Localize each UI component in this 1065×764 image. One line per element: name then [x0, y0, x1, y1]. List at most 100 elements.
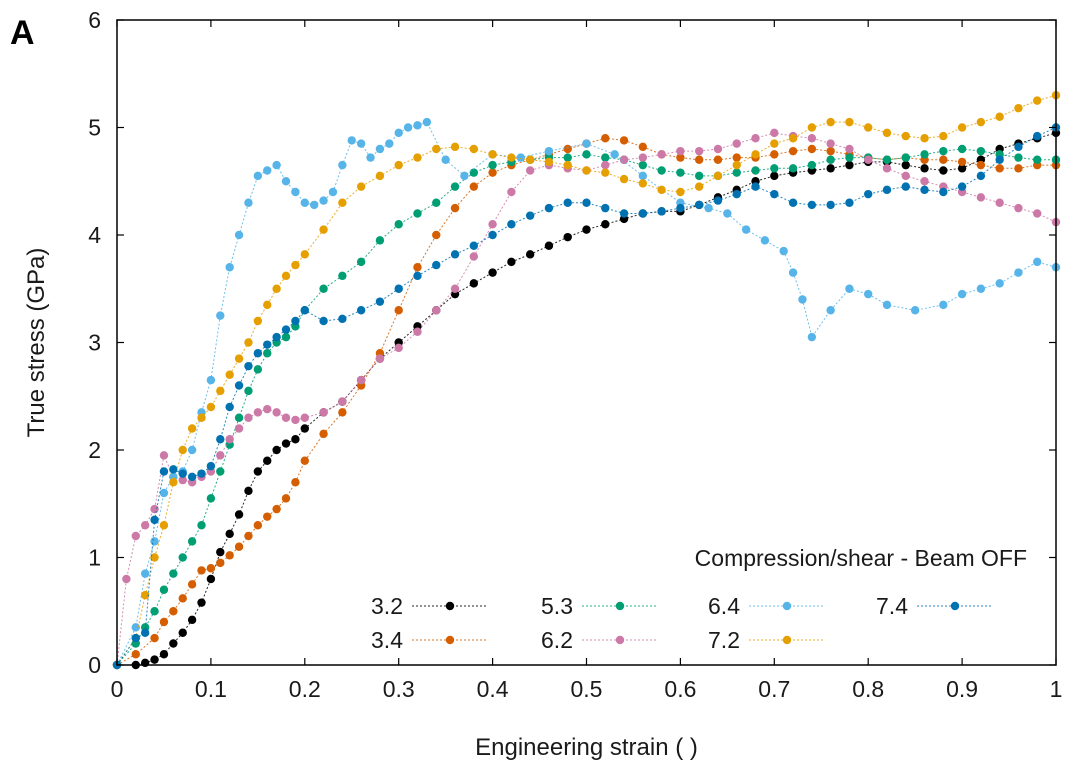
- data-point: [272, 504, 281, 514]
- data-point: [281, 177, 291, 186]
- legend-swatch-point: [950, 601, 960, 611]
- data-point: [976, 146, 986, 156]
- legend-item-7.2: 7.2: [708, 627, 825, 653]
- data-point: [657, 185, 666, 195]
- data-point: [826, 164, 835, 173]
- data-point: [300, 250, 309, 259]
- data-point: [901, 160, 910, 170]
- data-point: [253, 521, 263, 530]
- data-point: [403, 123, 413, 132]
- data-point: [432, 306, 441, 315]
- data-point: [1033, 257, 1042, 267]
- data-point: [197, 598, 206, 607]
- legend-label: 5.3: [541, 593, 573, 619]
- series-line: [116, 137, 1056, 666]
- data-point: [159, 650, 169, 659]
- data-point: [732, 168, 741, 177]
- data-point: [234, 413, 244, 422]
- data-point: [197, 413, 206, 422]
- data-point: [206, 574, 216, 584]
- data-point: [187, 537, 197, 546]
- data-point: [272, 445, 281, 455]
- data-point: [507, 153, 516, 162]
- data-point: [253, 467, 263, 476]
- data-point: [253, 316, 263, 326]
- data-point: [178, 553, 187, 562]
- data-point: [225, 370, 234, 379]
- data-point: [582, 139, 591, 148]
- data-point: [450, 182, 460, 191]
- data-point: [469, 144, 479, 154]
- data-point: [394, 128, 403, 138]
- data-point: [638, 142, 648, 152]
- data-point: [234, 510, 244, 519]
- data-point: [469, 182, 479, 191]
- data-point: [939, 146, 948, 156]
- x-tick-label: 0.6: [664, 676, 696, 702]
- data-point: [234, 542, 244, 551]
- data-point: [263, 404, 272, 414]
- legend-item-3.4: 3.4: [371, 627, 488, 653]
- legend-label: 7.4: [876, 593, 908, 619]
- data-point: [169, 607, 178, 616]
- data-point: [300, 306, 309, 315]
- data-point: [957, 182, 967, 191]
- data-point: [488, 220, 497, 229]
- legend-swatch-point: [615, 601, 625, 611]
- data-point: [1033, 96, 1042, 105]
- data-point: [845, 153, 854, 162]
- data-point: [770, 128, 779, 138]
- data-point: [244, 486, 253, 496]
- data-point: [601, 153, 610, 162]
- data-point: [244, 386, 253, 396]
- data-point: [356, 139, 366, 148]
- data-point: [582, 225, 591, 234]
- data-point: [178, 475, 187, 485]
- data-point: [751, 150, 760, 159]
- data-point: [1014, 142, 1023, 152]
- data-point: [169, 569, 178, 578]
- data-point: [356, 375, 366, 385]
- data-point: [864, 123, 873, 132]
- x-tick-label: 0.8: [852, 676, 884, 702]
- x-tick-label: 0.5: [571, 676, 603, 702]
- x-tick-label: 1: [1050, 676, 1063, 702]
- data-point: [939, 131, 948, 141]
- axes: 0 0.1 0.2 0.3 0.4 0.5 0.6 0.7 0.8 0.9 1 0 1 2 3 4 5 6 Engi…: [23, 7, 1062, 761]
- data-point: [995, 112, 1004, 121]
- data-point: [826, 146, 835, 156]
- series-3.4: [112, 134, 1061, 670]
- x-tick-label: 0: [111, 676, 124, 702]
- data-point: [770, 139, 779, 148]
- data-point: [150, 633, 159, 643]
- data-point: [676, 187, 685, 197]
- data-point: [375, 171, 385, 181]
- data-point: [187, 424, 197, 433]
- data-point: [676, 203, 685, 213]
- data-point: [657, 207, 666, 216]
- data-point: [957, 123, 967, 132]
- data-point: [676, 146, 685, 156]
- data-point: [601, 160, 610, 170]
- data-point: [319, 429, 328, 439]
- data-point: [159, 617, 169, 627]
- data-point: [413, 121, 422, 130]
- data-point: [788, 134, 798, 143]
- data-point: [601, 134, 610, 143]
- data-point: [206, 564, 216, 573]
- y-tick-label: 1: [88, 545, 101, 571]
- data-point: [638, 209, 648, 218]
- data-point: [178, 469, 187, 478]
- data-point: [864, 189, 873, 199]
- x-tick-label: 0.1: [195, 676, 227, 702]
- data-point: [601, 168, 610, 177]
- data-point: [291, 478, 300, 487]
- data-point: [338, 314, 347, 324]
- data-point: [366, 153, 375, 162]
- data-point: [319, 284, 328, 293]
- data-point: [544, 203, 554, 213]
- data-point: [216, 311, 225, 320]
- data-point: [957, 164, 967, 173]
- data-point: [788, 146, 798, 156]
- data-point: [619, 174, 629, 184]
